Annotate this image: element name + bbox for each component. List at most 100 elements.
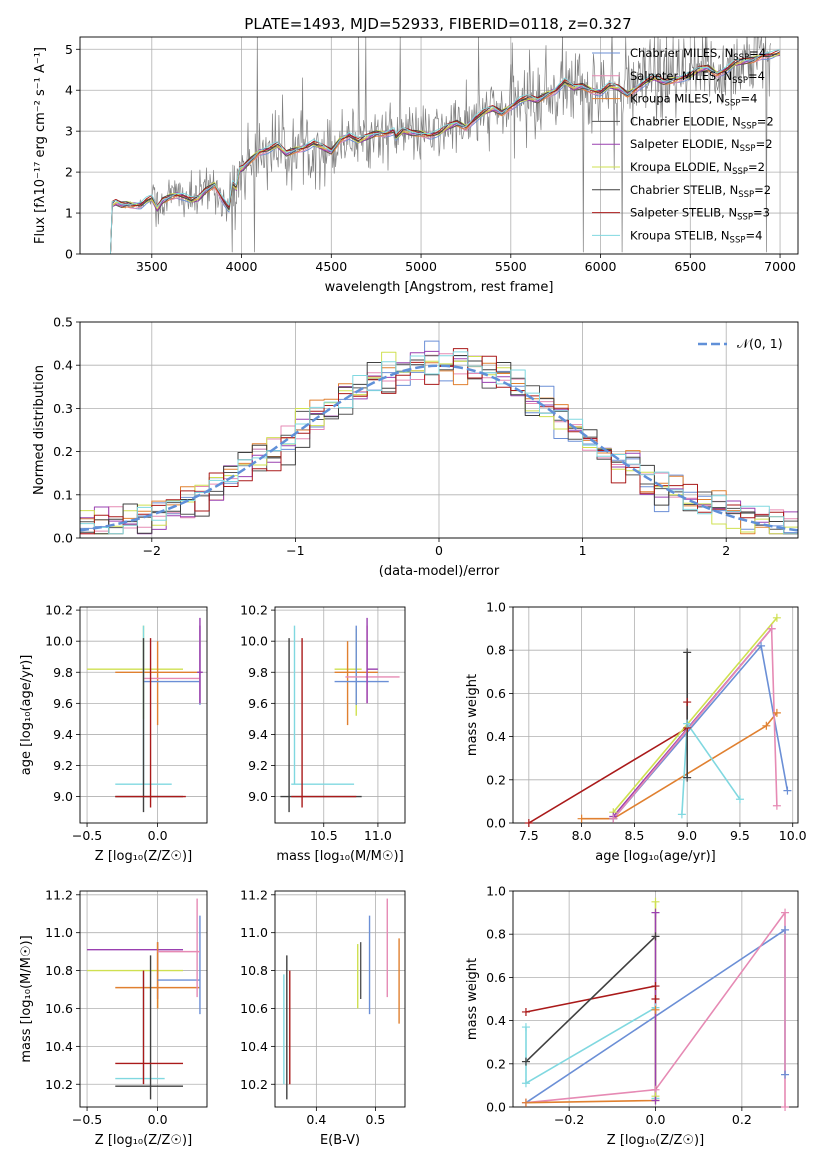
spectrum-ylabel: Flux [fλ10⁻¹⁷ erg cm⁻² s⁻¹ A⁻¹]: [33, 47, 48, 244]
legend-entry-name: Salpeter MILES, N: [630, 69, 732, 83]
residuals-xtick-label: 1: [579, 543, 587, 558]
weight_vs_age-plot-area: [528, 617, 789, 823]
spectrum-model-salpeter-elodie: [101, 53, 781, 254]
gaussian-curve: [80, 364, 798, 532]
weight_vs_age-xtick-label: 8.0: [572, 828, 592, 843]
mass_vs_Z-ytick-label: 10.6: [45, 1001, 73, 1016]
residuals-ytick-label: 0.3: [53, 401, 73, 416]
mass_vs_Z-ytick-label: 10.2: [45, 1077, 73, 1092]
weight_vs_Z-ytick-label: 0.4: [486, 1013, 506, 1028]
spectrum-xtick-label: 7000: [764, 259, 796, 274]
weight-marker-chabrier-stelib: [651, 932, 660, 941]
legend-entry-sub: SSP: [732, 76, 748, 86]
weight_vs_Z-ytick-label: 0.0: [486, 1100, 506, 1115]
mass_vs_Z-xlabel: Z [log₁₀(Z/Z☉)]: [95, 1133, 192, 1148]
age_vs_Z-ylabel: age [log₁₀(age/yr)]: [19, 655, 34, 776]
mass_vs_EBV-ytick-label: 10.4: [240, 1039, 268, 1054]
legend-entry-name: Kroupa STELIB, N: [630, 228, 730, 242]
age_vs_Z-xtick-label: −0.5: [72, 828, 102, 843]
age_vs_Z-ytick-label: 10.0: [45, 634, 73, 649]
legend-entry: Kroupa ELODIE, NSSP=2: [630, 160, 765, 177]
mass_vs_EBV-ytick-label: 11.2: [240, 887, 268, 902]
weight-marker-kroupa-miles: [651, 1005, 660, 1014]
legend-entry-count: =4: [748, 69, 765, 83]
weight_vs_Z-ytick-label: 0.6: [486, 970, 506, 985]
age_vs_mass-ytick-label: 9.2: [248, 758, 268, 773]
weight-marker-salpeter-miles: [609, 814, 618, 823]
spectrum-plot-area: [101, 37, 781, 254]
legend-entry-count: =2: [754, 183, 771, 197]
residuals-panel: −2 −1 0 1 2 0.0 0.1 0.2 0.3 0.4 0.5 (data-model)/er…: [32, 315, 799, 579]
weight_vs_age-ytick-label: 0.4: [486, 729, 506, 744]
weight-marker-kroupa-miles: [772, 708, 781, 717]
weight-marker-chabrier-miles: [757, 641, 766, 650]
legend-entry-name: Kroupa MILES, N: [630, 92, 725, 106]
residuals-xlabel: (data-model)/error: [379, 564, 500, 579]
spectrum-xtick-label: 3500: [136, 259, 168, 274]
legend-entry-sub: SSP: [741, 121, 757, 131]
spectrum-model-kroupa-elodie: [101, 53, 781, 254]
weight_vs_age-xtick-label: 8.5: [624, 828, 644, 843]
weight-marker-salpeter-elodie: [651, 908, 660, 917]
residual-hist-kroupa-stelib: [80, 351, 798, 535]
legend-entry-sub: SSP: [730, 235, 746, 245]
legend-entry-name: Salpeter ELODIE, N: [630, 137, 740, 151]
spectrum-panel: 3500 4000 4500 5000 5500 6000 6500 7000 0 1 2 3 4 5 wa…: [33, 36, 799, 295]
spectrum-xtick-label: 6000: [585, 259, 617, 274]
weight-marker-salpeter-stelib: [521, 1007, 530, 1016]
weight_vs_Z-xtick-label: 0.0: [646, 1112, 666, 1127]
weight-marker-salpeter-stelib: [524, 819, 533, 827]
spectrum-model-chabrier-stelib: [101, 51, 781, 254]
residuals-plot-area: [80, 340, 798, 535]
weight_vs_age-ytick-label: 1.0: [486, 600, 506, 615]
spectrum-xlabel: wavelength [Angstrom, rest frame]: [325, 280, 554, 295]
weight_vs_age-xlabel: age [log₁₀(age/yr)]: [595, 849, 716, 864]
weight_vs_age-ytick-label: 0.2: [486, 772, 506, 787]
mass_vs_EBV-panel: 0.4 0.5 10.2 10.4 10.6 10.8 11.0 11.2 E(B-V): [240, 887, 406, 1148]
legend-entry: Salpeter STELIB, NSSP=3: [630, 206, 770, 223]
weight-marker-salpeter-stelib: [651, 982, 660, 991]
weight-marker-salpeter-elodie: [651, 1096, 660, 1105]
weight_vs_Z-panel: −0.2 0.0 0.2 0.0 0.2 0.4 0.6 0.8 1.0 Z [log₁₀(Z/Z…: [465, 884, 799, 1148]
figure-title: PLATE=1493, MJD=52933, FIBERID=0118, z=0…: [244, 15, 631, 33]
legend-entry: Chabrier STELIB, NSSP=2: [630, 183, 771, 200]
weight_vs_age-xtick-label: 7.5: [519, 828, 539, 843]
weight-line-kroupa-stelib: [525, 1006, 657, 1099]
residual-hist-salpeter-stelib: [80, 348, 798, 535]
spectrum-ytick-label: 3: [65, 124, 73, 139]
legend-entry-name: Salpeter STELIB, N: [630, 206, 737, 220]
age_vs_Z-xlabel: Z [log₁₀(Z/Z☉)]: [95, 849, 192, 864]
legend-entry-count: =4: [740, 92, 757, 106]
mass_vs_EBV-xtick-label: 0.5: [366, 1112, 386, 1127]
residuals-xtick-label: −1: [286, 543, 304, 558]
weight-line-kroupa-stelib: [681, 722, 741, 815]
residuals-ytick-label: 0.0: [53, 531, 73, 546]
residuals-ylabel: Normed distribution: [32, 365, 47, 495]
residuals-xtick-label: 0: [435, 543, 443, 558]
weight_vs_Z-ytick-label: 0.8: [486, 927, 506, 942]
residuals-ytick-label: 0.1: [53, 487, 73, 502]
weight-marker-chabrier-stelib: [683, 773, 692, 782]
age_vs_Z-xtick-label: 0.0: [148, 828, 168, 843]
weight-marker-salpeter-miles: [781, 908, 790, 917]
weight-marker-kroupa-elodie: [772, 613, 781, 622]
spectrum-xtick-label: 4000: [226, 259, 258, 274]
mass_vs_Z-ylabel: mass [log₁₀(M/M☉)]: [19, 935, 34, 1062]
legend-entry: Kroupa MILES, NSSP=4: [630, 92, 757, 109]
spectrum-ytick-label: 0: [65, 247, 73, 262]
spectrum-ytick-label: 2: [65, 165, 73, 180]
legend-entry-name: Chabrier MILES, N: [630, 46, 733, 60]
age_vs_mass-ytick-label: 10.2: [240, 603, 268, 618]
legend-entry-name: Chabrier ELODIE, N: [630, 114, 741, 128]
mass_vs_Z-ytick-label: 10.4: [45, 1039, 73, 1054]
legend-entry-count: =2: [748, 160, 765, 174]
weight_vs_age-frame: [512, 606, 799, 824]
legend-entry-sub: SSP: [733, 53, 749, 63]
age_vs_mass-plot-area: [280, 617, 400, 813]
weight-line-kroupa-elodie: [612, 617, 778, 813]
age_vs_Z-ytick-label: 9.4: [53, 727, 73, 742]
weight-marker-kroupa-miles: [762, 721, 771, 730]
mass_vs_Z-xtick-label: 0.0: [148, 1112, 168, 1127]
mass_vs_EBV-grid: [275, 891, 405, 1107]
